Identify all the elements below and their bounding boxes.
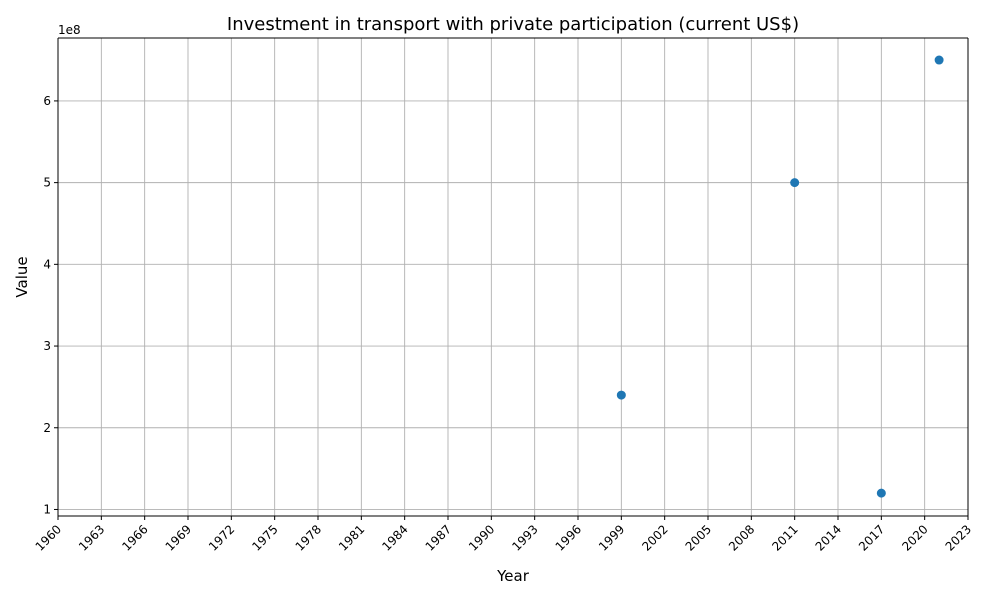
x-tick-label: 2005 (683, 522, 714, 553)
data-point (876, 488, 886, 498)
y-tick-label: 6 (43, 94, 51, 108)
x-tick-label: 2008 (726, 522, 757, 553)
y-axis-offset-label: 1e8 (58, 23, 81, 37)
x-tick-label: 2014 (813, 522, 844, 553)
data-point (790, 178, 800, 188)
y-axis-ticks: 1 2 3 4 5 6 (43, 94, 58, 516)
y-tick-label: 5 (43, 176, 51, 190)
x-axis-title: Year (496, 567, 530, 585)
data-point (934, 55, 944, 65)
x-tick-label: 1996 (553, 522, 584, 553)
x-tick-label: 1993 (509, 522, 540, 553)
x-tick-label: 1975 (249, 522, 280, 553)
x-tick-label: 1984 (379, 522, 410, 553)
x-tick-label: 1960 (33, 522, 64, 553)
grid (57, 38, 969, 516)
data-point (616, 390, 626, 400)
x-axis-ticks: 1960 1963 1966 1969 1972 1975 1978 1981 1984 1987… (33, 516, 974, 554)
x-tick-label: 1963 (76, 522, 107, 553)
data-points (616, 55, 944, 498)
x-tick-label: 2017 (856, 522, 887, 553)
x-tick-label: 1972 (206, 522, 237, 553)
y-tick-label: 1 (43, 502, 51, 516)
y-axis-title: Value (13, 256, 31, 297)
x-tick-label: 1981 (336, 522, 367, 553)
x-tick-label: 2020 (899, 522, 930, 553)
x-tick-label: 1966 (119, 522, 150, 553)
x-tick-label: 1969 (163, 522, 194, 553)
y-tick-label: 4 (43, 257, 51, 271)
x-tick-label: 1999 (596, 522, 627, 553)
x-tick-label: 1987 (423, 522, 454, 553)
y-tick-label: 2 (43, 421, 51, 435)
x-tick-label: 1978 (293, 522, 324, 553)
x-tick-label: 2002 (639, 522, 670, 553)
x-tick-label: 2023 (943, 522, 974, 553)
x-tick-label: 1990 (466, 522, 497, 553)
y-tick-label: 3 (43, 339, 51, 353)
axes (57, 37, 969, 517)
x-tick-label: 2011 (769, 522, 800, 553)
chart-title: Investment in transport with private par… (227, 14, 799, 35)
